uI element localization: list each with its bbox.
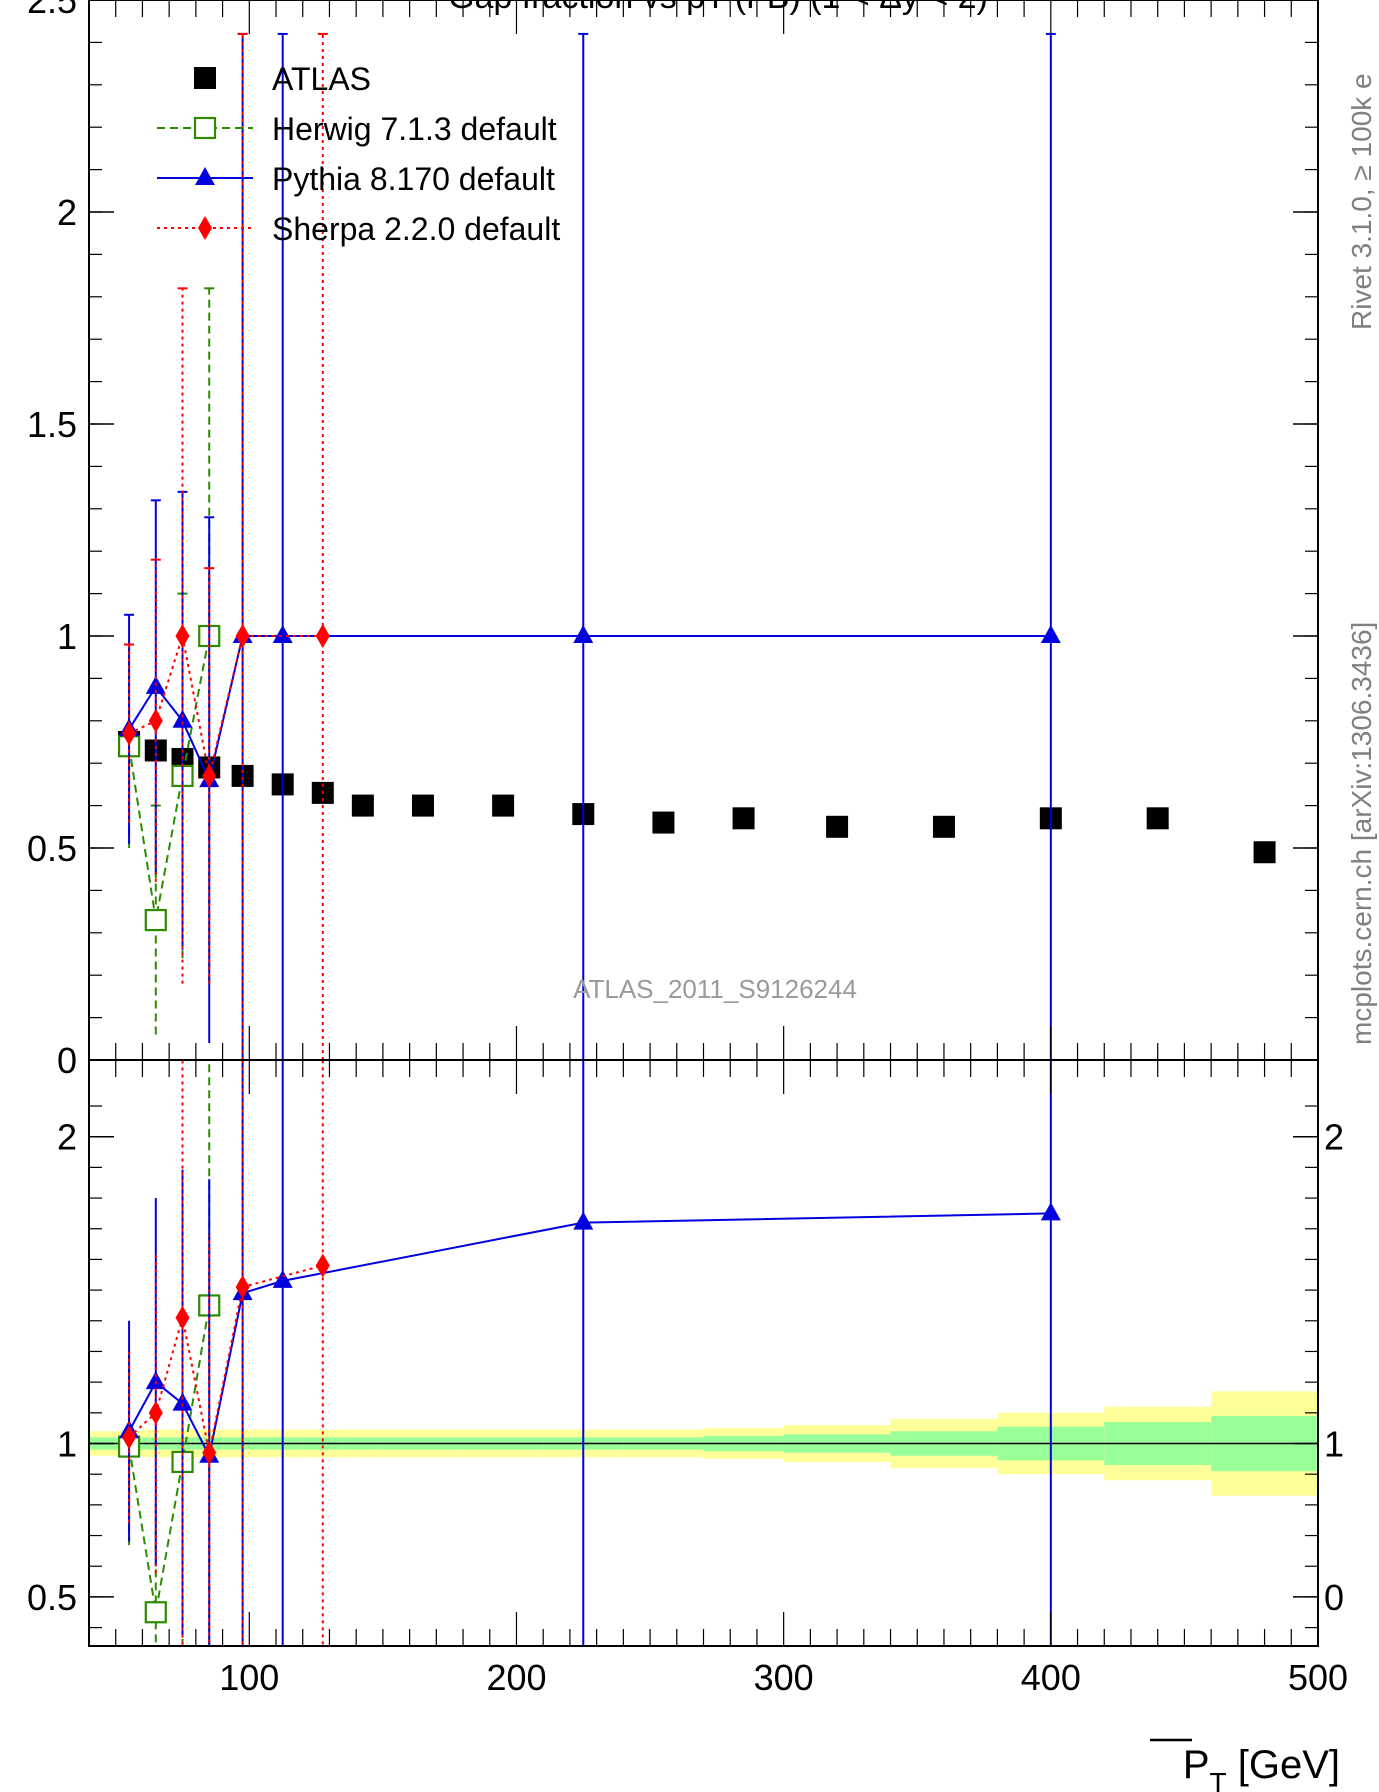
sherpa-point — [175, 624, 190, 648]
upper-series-layer — [117, 32, 1276, 1060]
pythia-point — [172, 709, 193, 728]
atlas-point — [1146, 807, 1169, 830]
ratio-y-tick-label-right: 0 — [1324, 1577, 1344, 1618]
ratio-axes: 0.5 0 1 1 2 2 100 200 300 400 500 — [27, 1059, 1348, 1698]
sherpa-ratio-point — [235, 1275, 250, 1300]
pythia-point — [573, 625, 594, 643]
x-tick-label: 300 — [754, 1657, 814, 1698]
herwig-ratio-line — [128, 1305, 211, 1613]
atlas-point — [732, 807, 755, 830]
ratio-panel: 0.5 0 1 1 2 2 100 200 300 400 500 — [27, 1059, 1348, 1698]
ratio-y-tick-label: 0.5 — [27, 1577, 77, 1618]
upper-panel: 0 0.5 1 1.5 2 2.5 ATLAS_2011_S9126244 — [27, 0, 1319, 1081]
atlas-point — [492, 794, 515, 817]
sherpa-point — [235, 624, 250, 648]
legend-marker-pythia — [195, 167, 215, 185]
sherpa-point — [315, 624, 330, 648]
atlas-point — [652, 811, 675, 834]
pythia-ratio-point — [573, 1211, 594, 1230]
legend: ATLAS Herwig 7.1.3 default Pythia 8.170 de… — [157, 61, 560, 247]
legend-marker-sherpa — [198, 216, 212, 240]
sherpa-point — [202, 763, 217, 788]
herwig-point — [144, 908, 167, 932]
atlas-point — [932, 815, 955, 838]
atlas-point — [1253, 841, 1276, 864]
x-axis-label-main: P — [1183, 1743, 1210, 1787]
legend-label-herwig: Herwig 7.1.3 default — [272, 111, 557, 147]
sherpa-ratio-point — [175, 1305, 190, 1330]
upper-axes: 0 0.5 1 1.5 2 2.5 — [27, 0, 1319, 1081]
upper-frame — [88, 0, 1319, 1061]
atlas-point — [826, 815, 849, 838]
x-tick-label: 200 — [486, 1657, 546, 1698]
y-tick-label: 1.5 — [27, 404, 77, 445]
ratio-y-tick-label: 2 — [57, 1117, 77, 1158]
sherpa-line — [128, 635, 323, 777]
ratio-uncertainty-bands — [89, 1391, 1318, 1496]
ratio-frame — [88, 1059, 1319, 1647]
herwig-line — [128, 635, 211, 921]
pythia-ratio-point — [172, 1392, 193, 1411]
side-text-top: Rivet 3.1.0, ≥ 100k e — [1346, 73, 1377, 330]
pythia-line — [128, 635, 1051, 784]
x-tick-label: 400 — [1021, 1657, 1081, 1698]
legend-label-sherpa: Sherpa 2.2.0 default — [272, 211, 560, 247]
sherpa-ratio-point — [122, 1425, 137, 1450]
y-tick-label: 2 — [57, 192, 77, 233]
pythia-ratio-point — [145, 1371, 166, 1390]
sherpa-ratio-point — [148, 1400, 163, 1425]
sherpa-ratio-point — [202, 1440, 217, 1465]
pythia-point — [272, 625, 293, 643]
sherpa-ratio-line — [128, 1264, 324, 1453]
sherpa-point — [122, 721, 137, 746]
pythia-point — [1040, 625, 1061, 643]
sherpa-ratio-point — [315, 1253, 330, 1278]
ratio-series-layer — [117, 1060, 1061, 1646]
y-tick-label: 1 — [57, 616, 77, 657]
x-tick-label: 500 — [1288, 1657, 1348, 1698]
chart-title: Gap fraction vs pT (FB) (1 < Δy < 2) — [448, 0, 988, 16]
x-axis-label: PT [GeV] — [1183, 1743, 1340, 1792]
legend-label-pythia: Pythia 8.170 default — [272, 161, 555, 197]
legend-marker-atlas — [194, 67, 216, 89]
herwig-ratio-point — [144, 1601, 167, 1624]
ratio-y-tick-label: 1 — [57, 1424, 77, 1465]
y-tick-label: 2.5 — [27, 0, 77, 21]
side-text: mcplots.cern.ch [arXiv:1306.3436] — [1346, 622, 1377, 1045]
legend-marker-herwig — [193, 116, 217, 140]
sherpa-point — [148, 708, 163, 733]
x-axis-label-sub: T — [1210, 1767, 1227, 1792]
y-tick-label: 0 — [57, 1040, 77, 1081]
pythia-ratio-point — [272, 1269, 293, 1288]
ratio-y-tick-label-right: 2 — [1324, 1117, 1344, 1158]
ratio-y-tick-label-right: 1 — [1324, 1424, 1344, 1465]
atlas-point — [351, 794, 374, 817]
y-tick-label: 0.5 — [27, 828, 77, 869]
atlas-point — [411, 794, 434, 817]
x-axis-label-unit: [GeV] — [1227, 1743, 1340, 1787]
analysis-watermark: ATLAS_2011_S9126244 — [573, 974, 857, 1004]
x-tick-label: 100 — [219, 1657, 279, 1698]
pythia-ratio-point — [1040, 1202, 1061, 1221]
legend-label-atlas: ATLAS — [272, 61, 371, 97]
